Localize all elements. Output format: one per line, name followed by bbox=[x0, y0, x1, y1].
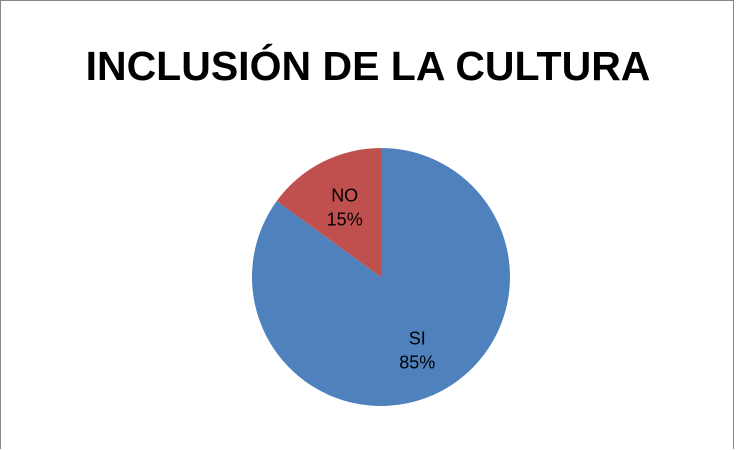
slice-percent-si: 85% bbox=[399, 352, 435, 372]
slice-percent-no: 15% bbox=[327, 210, 363, 230]
pie-slices bbox=[252, 148, 510, 406]
slice-label-si: SI bbox=[409, 328, 426, 348]
chart-title: INCLUSIÓN DE LA CULTURA bbox=[85, 43, 651, 89]
pie-slice-no bbox=[276, 148, 381, 277]
slice-label-no: NO bbox=[331, 186, 358, 206]
pie-labels: SI 85% NO 15% bbox=[327, 186, 436, 373]
